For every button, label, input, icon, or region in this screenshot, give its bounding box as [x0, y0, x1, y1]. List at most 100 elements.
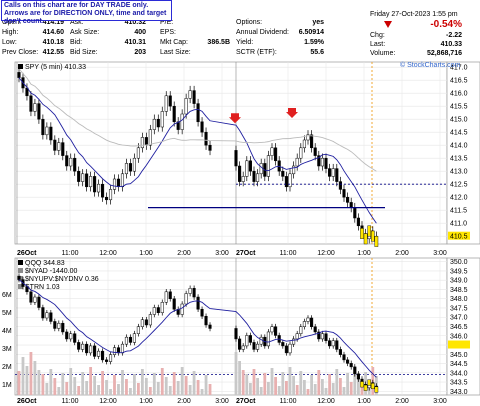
- x-tick-bottom: 1:00: [357, 398, 371, 405]
- spy-candle: [29, 95, 33, 112]
- qqq-candle: [241, 345, 245, 350]
- qqq-candle: [160, 302, 164, 313]
- volume-bar: [349, 382, 353, 395]
- spy-candle: [168, 95, 172, 107]
- x-tick-top: 1:00: [139, 250, 153, 257]
- spy-y-tick: 414.0: [450, 143, 468, 150]
- spy-candle: [156, 118, 160, 128]
- qqq-candle: [248, 335, 252, 343]
- qqq-candle: [164, 291, 168, 303]
- x-tick-bottom: 3:00: [215, 398, 229, 405]
- volume-bar: [281, 372, 285, 395]
- volume-bar: [339, 378, 342, 395]
- spy-y-tick: 416.5: [450, 78, 468, 85]
- sctr-value: 55.6: [310, 49, 324, 56]
- open-label: Open:: [2, 19, 22, 26]
- qqq-candle: [132, 333, 136, 343]
- qqq-candle: [313, 326, 317, 333]
- qqq-candle: [192, 288, 196, 298]
- qqq-candle: [204, 315, 208, 326]
- spy-candle: [349, 202, 353, 208]
- volume-tick: 1M: [2, 382, 12, 389]
- qqq-candle: [310, 317, 314, 327]
- qqq-candle-highlight: [363, 384, 368, 391]
- qqq-candle: [346, 359, 350, 364]
- volume-bar: [321, 379, 324, 395]
- chg-label: Chg:: [370, 32, 385, 39]
- qqq-candle: [292, 338, 296, 345]
- volume-bar: [324, 388, 328, 395]
- qqq-candle: [328, 340, 332, 347]
- qqq-y-tick: 344.5: [450, 361, 468, 368]
- spy-candle-highlight: [360, 228, 364, 239]
- qqq-moving-average-line: [18, 279, 377, 378]
- qqq-y-tick: 349.0: [450, 278, 468, 285]
- qqq-y-tick: 346.0: [450, 333, 468, 340]
- spy-y-tick: 411.0: [450, 221, 467, 228]
- spy-candle: [313, 147, 317, 156]
- x-tick-bottom: 3:00: [433, 398, 447, 405]
- spy-candle: [241, 176, 245, 182]
- volume-bar: [93, 376, 97, 395]
- volume-bar: [357, 377, 360, 395]
- volume-bar: [204, 375, 208, 395]
- volume-bar: [328, 374, 331, 395]
- qqq-candle: [324, 333, 328, 341]
- spy-y-tick: 413.0: [450, 169, 468, 176]
- bid-size-label: Bid Size:: [70, 49, 98, 56]
- spy-candle: [288, 173, 292, 188]
- volume-bar: [57, 387, 61, 395]
- volume-bar: [299, 371, 303, 395]
- x-tick-bottom: 2:00: [177, 398, 191, 405]
- down-triangle-icon: [384, 21, 392, 28]
- qqq-candle: [69, 333, 73, 340]
- spy-candle: [116, 178, 121, 188]
- volume-bar: [136, 383, 140, 395]
- volume-bar: [160, 368, 164, 395]
- volume-bar: [172, 372, 176, 395]
- x-tick-top: 2:00: [395, 250, 409, 257]
- volume-bar: [144, 378, 148, 395]
- low-value: 410.18: [42, 39, 64, 46]
- volume-tick: 4M: [2, 328, 12, 335]
- qqq-legend-entry: $NYAD -1440.00: [25, 268, 78, 275]
- volume-bar: [121, 370, 124, 395]
- qqq-candle: [85, 343, 89, 354]
- spy-candle: [136, 147, 140, 159]
- volume-bar: [117, 384, 120, 395]
- qqq-candle: [208, 324, 212, 329]
- qqq-candle: [317, 331, 321, 340]
- volume-bar: [152, 373, 156, 395]
- x-tick-top: 12:00: [317, 250, 335, 257]
- volume-bar: [65, 382, 69, 395]
- volume-bar: [140, 369, 144, 395]
- yield-value: 1.59%: [304, 39, 324, 46]
- qqq-y-tick: 349.5: [450, 268, 468, 275]
- qqq-candle: [61, 322, 65, 333]
- spy-candle: [160, 111, 164, 128]
- qqq-candle: [306, 317, 310, 322]
- spy-moving-average-line: [18, 77, 377, 224]
- volume-bar: [241, 370, 245, 395]
- volume-bar: [238, 361, 241, 395]
- ask-size-value: 400: [134, 29, 146, 36]
- spy-candle: [112, 178, 117, 190]
- qqq-candle: [33, 296, 37, 303]
- volume-bar: [73, 377, 77, 395]
- qqq-candle: [152, 307, 156, 315]
- spy-y-tick: 415.0: [450, 117, 468, 124]
- volume-bar: [360, 386, 364, 395]
- volume-bar: [29, 352, 33, 395]
- volume-bar: [288, 367, 292, 395]
- spy-candle: [49, 126, 53, 141]
- spy-candle: [85, 173, 89, 188]
- volume-bar: [292, 376, 295, 395]
- notice-line-1: Calls on this chart are for DAY TRADE on…: [4, 2, 149, 9]
- qqq-candle: [49, 312, 53, 322]
- volume-bar: [267, 382, 270, 395]
- qqq-candle: [168, 291, 172, 300]
- volume-bar: [335, 369, 339, 395]
- spy-candle: [73, 157, 77, 172]
- spy-candle: [128, 163, 132, 172]
- watermark: © StockCharts.com: [400, 62, 461, 69]
